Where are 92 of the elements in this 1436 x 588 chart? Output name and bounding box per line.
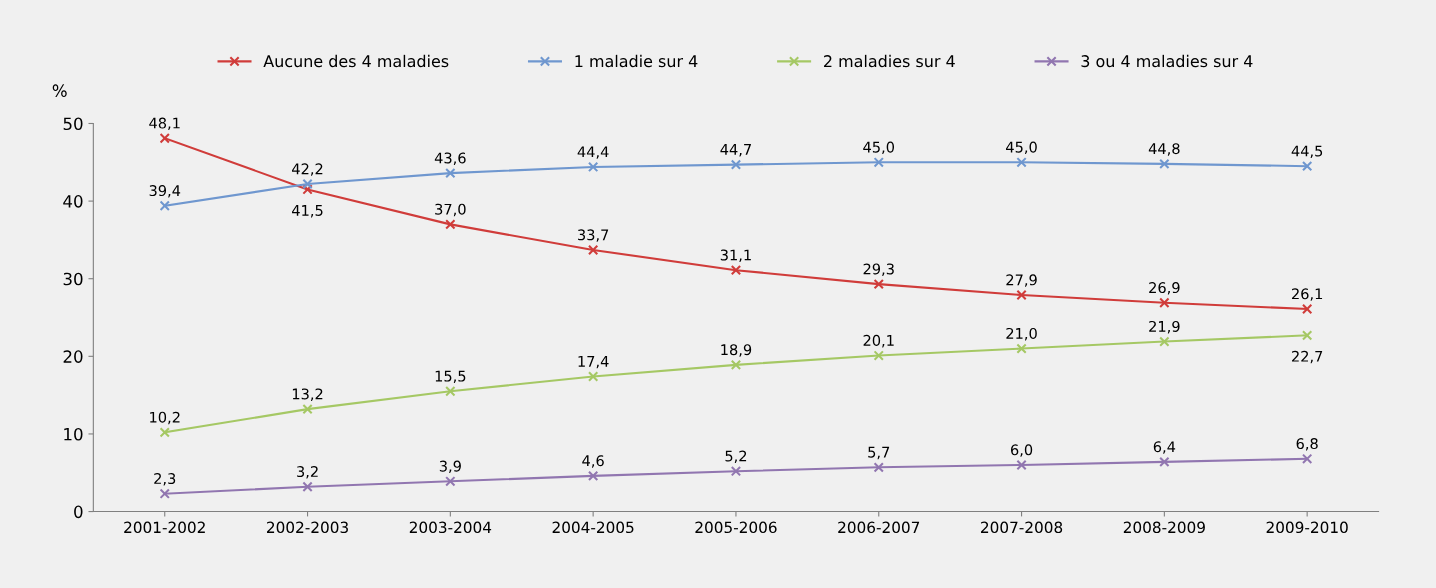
data-label: 26,1 bbox=[1291, 288, 1323, 301]
data-label: 6,4 bbox=[1153, 441, 1176, 454]
point bbox=[730, 264, 742, 276]
data-label: 26,9 bbox=[1149, 282, 1180, 295]
data-label: 17,4 bbox=[578, 356, 609, 369]
point bbox=[302, 403, 313, 415]
y-tick-label: 0 bbox=[74, 505, 83, 519]
data-label: 4,6 bbox=[582, 455, 604, 468]
point bbox=[587, 470, 599, 482]
point bbox=[159, 133, 170, 144]
x-tick-label: 2007-2008 bbox=[981, 521, 1063, 534]
point bbox=[1301, 330, 1313, 341]
point bbox=[302, 178, 313, 190]
data-label: 20,1 bbox=[863, 334, 894, 348]
x-tick-label: 2001-2002 bbox=[124, 521, 205, 534]
y-axis-title: % bbox=[52, 84, 67, 97]
legend-label: 2 maladies sur 4 bbox=[824, 54, 955, 68]
point bbox=[302, 184, 313, 195]
data-label: 2,3 bbox=[154, 473, 176, 486]
point bbox=[1159, 456, 1170, 468]
y-tick-label: 40 bbox=[63, 195, 83, 208]
point bbox=[587, 371, 599, 382]
point bbox=[730, 359, 742, 371]
data-label: 44,7 bbox=[720, 144, 751, 157]
point bbox=[1016, 289, 1027, 301]
data-label: 5,7 bbox=[868, 446, 890, 460]
point bbox=[159, 200, 170, 211]
data-label: 10,2 bbox=[150, 411, 180, 425]
data-label: 15,5 bbox=[435, 370, 466, 384]
x-tick-label: 2004-2005 bbox=[552, 521, 634, 534]
data-label: 21,0 bbox=[1006, 327, 1037, 341]
data-label: 48,1 bbox=[149, 117, 180, 131]
x-tick-label: 2008-2009 bbox=[1123, 521, 1205, 534]
data-label: 37,0 bbox=[435, 203, 466, 217]
point bbox=[1159, 297, 1170, 308]
y-tick-label: 30 bbox=[63, 272, 83, 286]
data-label: 41,5 bbox=[292, 205, 323, 218]
point bbox=[445, 476, 456, 487]
point bbox=[1301, 303, 1313, 315]
x-tick-label: 2006-2007 bbox=[838, 521, 920, 534]
data-label: 43,6 bbox=[434, 152, 466, 165]
data-label: 45,0 bbox=[1006, 141, 1037, 155]
point bbox=[1016, 157, 1027, 168]
x-tick-label: 2002-2003 bbox=[267, 521, 348, 534]
point bbox=[1016, 459, 1027, 471]
x-tick-label: 2009-2010 bbox=[1266, 521, 1348, 534]
point bbox=[445, 219, 456, 230]
legend-label: 1 maladie sur 4 bbox=[575, 54, 698, 68]
point bbox=[587, 244, 599, 256]
point bbox=[730, 465, 742, 477]
data-label: 22,7 bbox=[1291, 350, 1323, 364]
data-label: 39,4 bbox=[149, 185, 181, 198]
point bbox=[1301, 160, 1313, 172]
legend-label: 3 ou 4 maladies sur 4 bbox=[1081, 54, 1253, 68]
point bbox=[445, 167, 456, 179]
data-label: 44,4 bbox=[577, 146, 609, 159]
point bbox=[873, 278, 884, 290]
data-label: 42,2 bbox=[292, 163, 323, 176]
data-label: 18,9 bbox=[721, 344, 752, 357]
data-label: 6,0 bbox=[1010, 444, 1033, 457]
point bbox=[159, 427, 170, 438]
x-tick-label: 2003-2004 bbox=[409, 521, 492, 534]
point bbox=[873, 157, 884, 168]
point bbox=[1159, 158, 1170, 170]
data-label: 6,8 bbox=[1296, 438, 1318, 451]
data-label: 13,2 bbox=[292, 388, 323, 401]
point bbox=[873, 350, 884, 361]
point bbox=[587, 161, 599, 173]
point bbox=[159, 488, 170, 499]
data-label: 44,5 bbox=[1291, 145, 1323, 158]
data-label: 44,8 bbox=[1148, 143, 1180, 156]
point bbox=[302, 481, 313, 492]
data-label: 21,9 bbox=[1149, 320, 1180, 334]
y-tick-label: 10 bbox=[64, 427, 83, 441]
y-tick-label: 50 bbox=[63, 117, 83, 131]
x-tick-label: 2005-2006 bbox=[695, 521, 777, 534]
point bbox=[1159, 336, 1170, 347]
data-label: 3,2 bbox=[297, 466, 318, 479]
data-label: 27,9 bbox=[1006, 274, 1037, 287]
point bbox=[1016, 343, 1027, 354]
data-label: 45,0 bbox=[863, 141, 895, 155]
data-label: 5,2 bbox=[725, 450, 747, 464]
point bbox=[730, 159, 742, 170]
point bbox=[445, 386, 456, 397]
point bbox=[1301, 453, 1313, 464]
point bbox=[873, 462, 884, 473]
data-label: 31,1 bbox=[720, 249, 751, 262]
data-label: 3,9 bbox=[439, 460, 461, 474]
data-label: 33,7 bbox=[578, 229, 609, 242]
legend-label: Aucune des 4 maladies bbox=[263, 54, 449, 68]
data-label: 29,3 bbox=[863, 263, 894, 276]
y-tick-label: 20 bbox=[63, 350, 83, 363]
